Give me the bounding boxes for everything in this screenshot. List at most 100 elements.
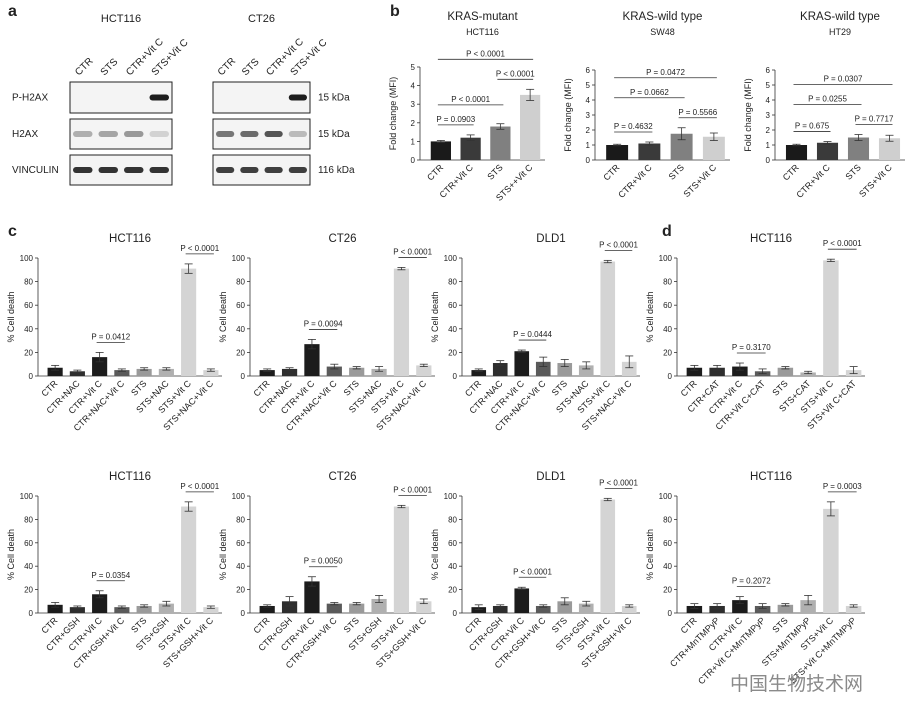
- x-tick-label: CTR+Vit C: [794, 162, 832, 200]
- bar: [800, 600, 816, 613]
- y-axis-label: Fold change (MFI): [563, 78, 573, 152]
- bar: [47, 604, 63, 613]
- y-tick-label: 3: [766, 111, 771, 120]
- chart-title: KRAS-mutant: [447, 11, 518, 23]
- error-bar: [582, 600, 591, 607]
- bar: [800, 372, 816, 376]
- y-tick-label: 6: [766, 66, 771, 75]
- error-bar: [352, 366, 361, 370]
- y-tick-label: 60: [24, 301, 33, 310]
- bar: [578, 603, 594, 613]
- size-label: 15 kDa: [318, 129, 350, 140]
- error-bar: [517, 349, 526, 353]
- y-tick-label: 60: [663, 539, 672, 548]
- error-bar: [307, 576, 316, 587]
- error-bar: [352, 602, 361, 606]
- bar: [606, 145, 629, 160]
- x-tick-label: STS+Vit C: [857, 162, 894, 199]
- error-bar: [496, 604, 505, 608]
- bar: [490, 126, 511, 160]
- cell-line-label: CT26: [248, 13, 275, 25]
- p-value-label: P < 0.0001: [823, 239, 862, 248]
- bar: [371, 368, 387, 376]
- y-axis-label: % Cell death: [6, 529, 16, 580]
- lane-label: STS: [99, 56, 121, 78]
- bar: [492, 605, 508, 613]
- y-tick-label: 80: [236, 278, 245, 287]
- x-tick-label: STS: [770, 378, 789, 397]
- chart-subtitle: HT29: [829, 27, 851, 37]
- error-bar: [560, 597, 569, 606]
- bar: [393, 506, 410, 613]
- y-tick-label: 40: [448, 325, 457, 334]
- y-tick-label: 0: [411, 156, 416, 165]
- y-tick-label: 40: [448, 562, 457, 571]
- error-bar: [73, 605, 82, 609]
- bar: [304, 581, 320, 613]
- x-tick-label: STS: [843, 162, 862, 181]
- y-tick-label: 0: [29, 372, 34, 381]
- y-tick-label: 5: [586, 81, 591, 90]
- error-bar: [517, 586, 526, 590]
- error-bar: [397, 504, 406, 509]
- row-label: H2AX: [12, 129, 38, 140]
- y-tick-label: 0: [586, 156, 591, 165]
- error-bar: [263, 368, 272, 372]
- p-value-label: P < 0.0001: [513, 567, 552, 576]
- p-value-label: P = 0.4632: [614, 122, 653, 131]
- bar: [514, 351, 530, 376]
- blot-band: [98, 131, 118, 137]
- y-tick-label: 4: [586, 96, 591, 105]
- y-tick-label: 20: [663, 586, 672, 595]
- y-axis-label: % Cell death: [645, 291, 655, 342]
- bar: [181, 268, 197, 376]
- y-tick-label: 80: [236, 515, 245, 524]
- error-bar: [140, 604, 149, 608]
- blot-band: [73, 167, 93, 173]
- error-bar: [781, 603, 790, 607]
- y-tick-label: 100: [232, 492, 246, 501]
- error-bar: [51, 364, 60, 371]
- y-tick-label: 0: [668, 372, 673, 381]
- error-bar: [539, 356, 548, 367]
- p-value-label: P = 0.2072: [732, 577, 771, 586]
- y-tick-label: 20: [448, 348, 457, 357]
- error-bar: [539, 604, 548, 608]
- p-value-label: P = 0.0903: [436, 115, 475, 124]
- y-tick-label: 5: [766, 81, 771, 90]
- y-tick-label: 1: [586, 141, 591, 150]
- error-bar: [804, 370, 813, 375]
- error-bar: [330, 363, 339, 370]
- p-value-label: P < 0.0001: [393, 247, 432, 256]
- bar: [393, 268, 410, 376]
- error-bar: [804, 595, 813, 606]
- y-tick-label: 40: [663, 325, 672, 334]
- bar: [460, 137, 481, 160]
- size-label: 15 kDa: [318, 93, 350, 104]
- y-tick-label: 40: [663, 562, 672, 571]
- error-bar: [474, 604, 483, 610]
- chart-title: HCT116: [109, 471, 151, 483]
- error-bar: [713, 364, 722, 371]
- error-bar: [51, 602, 60, 608]
- blot-band: [149, 94, 169, 101]
- p-value-label: P = 0.3170: [732, 343, 771, 352]
- error-bar: [375, 595, 384, 603]
- error-bar: [792, 143, 801, 147]
- p-value-label: P < 0.0001: [180, 244, 219, 253]
- error-bar: [419, 598, 428, 605]
- bar: [709, 367, 725, 376]
- p-value-label: P = 0.0255: [808, 95, 847, 104]
- bar: [281, 368, 298, 376]
- p-value-label: P = 0.0307: [824, 75, 863, 84]
- error-bar: [603, 497, 612, 502]
- y-tick-label: 40: [24, 562, 33, 571]
- error-bar: [849, 604, 858, 608]
- y-tick-label: 100: [20, 492, 34, 501]
- error-bar: [709, 132, 718, 141]
- bar: [823, 260, 839, 376]
- bar: [670, 133, 693, 160]
- bar: [535, 605, 551, 613]
- blot-band: [149, 131, 169, 137]
- panel-label: b: [390, 3, 400, 20]
